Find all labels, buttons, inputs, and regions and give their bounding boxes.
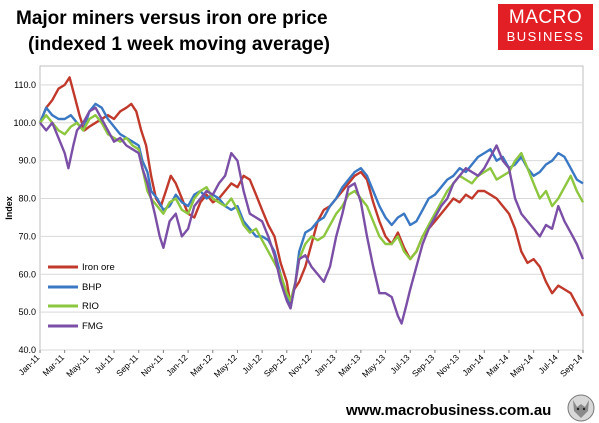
x-tick-label: Jan-14 [460, 352, 486, 378]
logo-line-2: BUSINESS [506, 29, 585, 44]
x-tick-label: May-14 [508, 352, 535, 379]
website-url: www.macrobusiness.com.au [346, 402, 552, 419]
x-tick-label: Mar-13 [336, 352, 362, 378]
x-tick-label: Nov-13 [435, 352, 462, 379]
x-tick-label: Jul-13 [388, 352, 412, 376]
y-tick-label: 80.0 [18, 194, 36, 204]
x-tick-label: Jul-11 [92, 352, 115, 375]
series-line-iron-ore [38, 76, 585, 317]
legend-label: Iron ore [82, 262, 115, 273]
y-tick-label: 40.0 [18, 345, 36, 355]
x-tick-label: Mar-14 [484, 352, 510, 378]
x-tick-label: Sep-11 [114, 352, 140, 378]
x-tick-label: Sep-13 [410, 352, 437, 379]
series-line-fmg [39, 106, 585, 325]
x-tick-label: Jul-14 [536, 352, 560, 376]
series-line-bhp [38, 102, 584, 310]
line-chart: 40.0 50.0 60.0 70.0 80.0 90.0 100.0 110.0 Jan-11… [4, 65, 585, 379]
y-tick-label: 110.0 [14, 80, 36, 90]
x-tick-label: Sep-14 [558, 352, 585, 379]
series-line-rio [39, 114, 585, 302]
y-tick-label: 100.0 [13, 118, 36, 128]
wolf-icon [567, 394, 595, 422]
x-tick-label: Mar-11 [40, 352, 66, 378]
x-tick-label: Nov-11 [139, 352, 165, 378]
title-line-1: Major miners versus iron ore price [16, 8, 328, 29]
x-tick-label: Jan-12 [164, 352, 190, 378]
legend-label: BHP [82, 282, 102, 293]
macrobusiness-logo: MACRO BUSINESS [498, 4, 593, 50]
legend-label: RIO [82, 301, 99, 312]
x-tick-label: May-12 [212, 352, 239, 379]
title-line-2: (indexed 1 week moving average) [28, 34, 331, 55]
x-tick-label: Jan-13 [312, 352, 338, 378]
y-axis-label: Index [4, 196, 14, 220]
y-tick-label: 90.0 [18, 156, 36, 166]
x-tick-label: Nov-12 [286, 352, 313, 379]
y-tick-label: 50.0 [18, 307, 36, 317]
x-tick-label: Jan-11 [16, 352, 41, 377]
legend-label: FMG [82, 321, 103, 332]
chart-title: Major miners versus iron ore price (inde… [16, 6, 476, 58]
y-tick-label: 70.0 [18, 231, 36, 241]
plot-area [39, 65, 584, 351]
y-tick-label: 60.0 [18, 269, 36, 279]
x-tick-label: May-11 [64, 352, 91, 379]
x-tick-label: Mar-12 [188, 352, 214, 378]
x-tick-label: Jul-12 [240, 352, 264, 376]
logo-line-1: MACRO [508, 7, 583, 28]
x-tick-label: Sep-12 [262, 352, 289, 379]
x-tick-label: May-13 [360, 352, 387, 379]
